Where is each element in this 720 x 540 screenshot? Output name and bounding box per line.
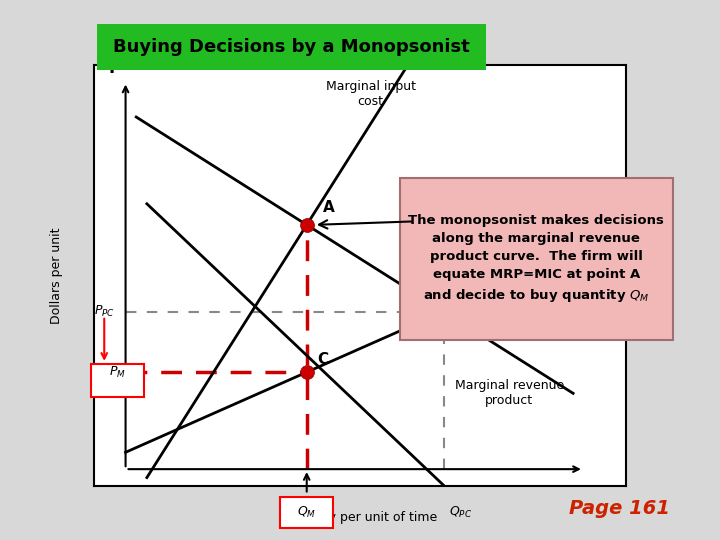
Text: B: B [460,295,472,310]
FancyBboxPatch shape [91,364,144,397]
Text: Marginal revenue
product: Marginal revenue product [454,379,564,407]
Text: Page 161: Page 161 [569,500,670,518]
FancyBboxPatch shape [280,497,333,528]
Point [301,368,312,376]
Text: P: P [108,59,120,77]
Text: $Q_{PC}$: $Q_{PC}$ [449,505,472,520]
Text: $P_{PC}$: $P_{PC}$ [94,304,115,319]
Text: Quantity per unit of time: Quantity per unit of time [282,511,438,524]
Text: Dollars per unit: Dollars per unit [50,227,63,323]
Text: $P_M$: $P_M$ [109,364,126,380]
Text: The monopsonist makes decisions
along the marginal revenue
product curve.  The f: The monopsonist makes decisions along th… [408,214,665,304]
Text: $Q_M$: $Q_M$ [297,505,316,520]
Text: Buying Decisions by a Monopsonist: Buying Decisions by a Monopsonist [113,38,470,56]
Text: A: A [323,200,335,215]
Point [438,307,449,316]
Text: C: C [318,352,328,367]
Point [301,220,312,229]
Text: Marginal input
cost: Marginal input cost [325,80,415,109]
